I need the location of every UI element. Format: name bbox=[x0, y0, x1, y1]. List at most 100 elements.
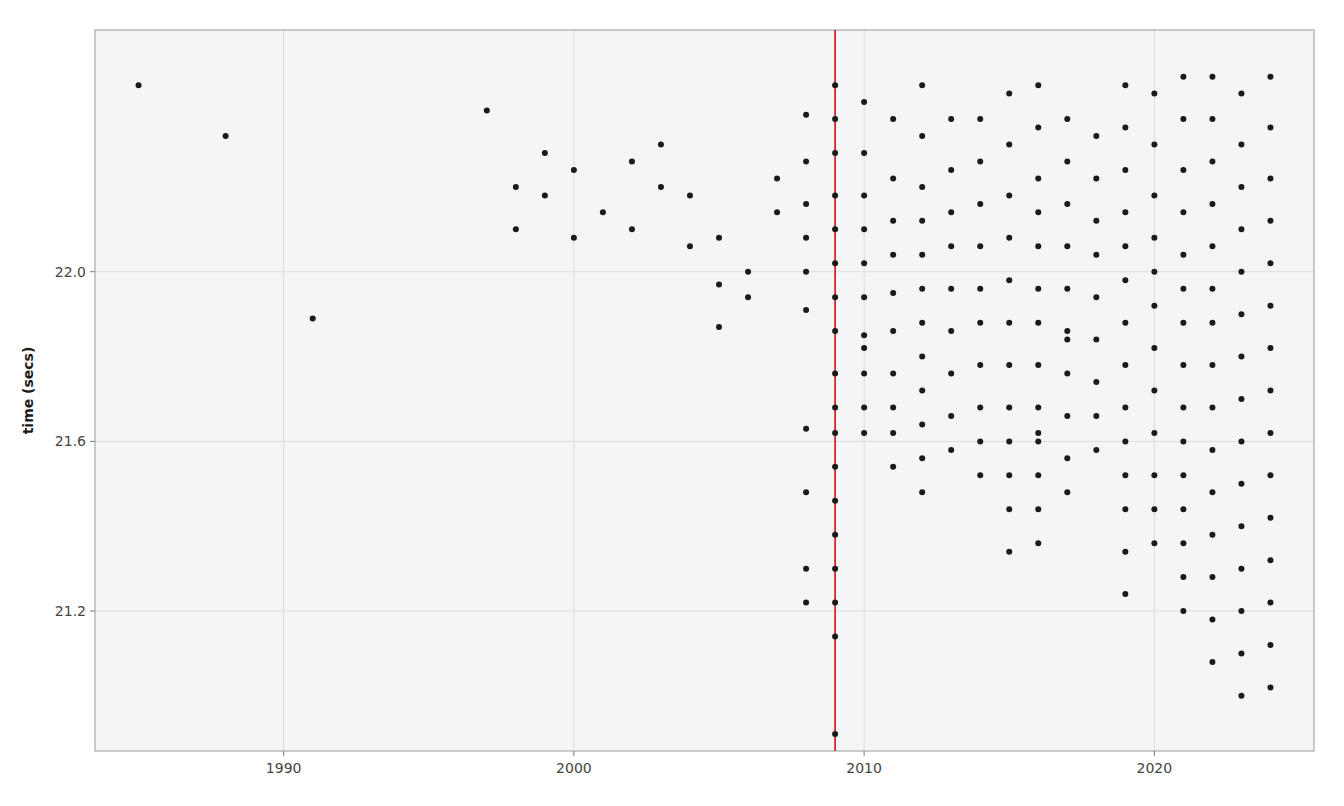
x-tick-label: 1990 bbox=[266, 760, 302, 776]
point bbox=[948, 167, 954, 173]
point bbox=[1122, 82, 1128, 88]
point bbox=[1064, 489, 1070, 495]
point bbox=[716, 235, 722, 241]
axes: 199020002010202021.221.622.0 bbox=[55, 264, 1172, 776]
point bbox=[1064, 201, 1070, 207]
point bbox=[1267, 218, 1273, 224]
point bbox=[513, 184, 519, 190]
point bbox=[832, 192, 838, 198]
point bbox=[542, 192, 548, 198]
point bbox=[803, 235, 809, 241]
point bbox=[1209, 404, 1215, 410]
point bbox=[1064, 243, 1070, 249]
point bbox=[1180, 286, 1186, 292]
plot-area bbox=[95, 30, 1314, 751]
point bbox=[919, 455, 925, 461]
point bbox=[1209, 447, 1215, 453]
point bbox=[1006, 142, 1012, 148]
x-tick-label: 2020 bbox=[1137, 760, 1173, 776]
point bbox=[890, 175, 896, 181]
point bbox=[1035, 506, 1041, 512]
point bbox=[1151, 91, 1157, 97]
point bbox=[1093, 218, 1099, 224]
point bbox=[890, 252, 896, 258]
point bbox=[658, 184, 664, 190]
point bbox=[803, 600, 809, 606]
point bbox=[1122, 277, 1128, 283]
point bbox=[1006, 438, 1012, 444]
point bbox=[861, 260, 867, 266]
point bbox=[1151, 472, 1157, 478]
point bbox=[1151, 235, 1157, 241]
point bbox=[1238, 481, 1244, 487]
point bbox=[919, 489, 925, 495]
point bbox=[861, 345, 867, 351]
point bbox=[861, 294, 867, 300]
point bbox=[1209, 489, 1215, 495]
point bbox=[1035, 82, 1041, 88]
point bbox=[1151, 388, 1157, 394]
x-grid-line bbox=[864, 30, 865, 751]
point bbox=[919, 133, 925, 139]
point bbox=[1122, 591, 1128, 597]
point bbox=[1151, 430, 1157, 436]
point bbox=[1093, 133, 1099, 139]
point bbox=[1180, 540, 1186, 546]
point bbox=[1035, 175, 1041, 181]
point bbox=[1151, 192, 1157, 198]
point bbox=[977, 286, 983, 292]
point bbox=[1180, 167, 1186, 173]
point bbox=[832, 150, 838, 156]
point bbox=[1267, 388, 1273, 394]
y-tick bbox=[90, 611, 95, 612]
point bbox=[1035, 209, 1041, 215]
point bbox=[1180, 506, 1186, 512]
point bbox=[1238, 396, 1244, 402]
point bbox=[1267, 430, 1273, 436]
point bbox=[890, 116, 896, 122]
point bbox=[948, 447, 954, 453]
point bbox=[687, 192, 693, 198]
point bbox=[1035, 472, 1041, 478]
point bbox=[1209, 74, 1215, 80]
point bbox=[1238, 608, 1244, 614]
y-tick bbox=[90, 271, 95, 272]
point bbox=[861, 430, 867, 436]
point bbox=[1238, 650, 1244, 656]
point bbox=[977, 404, 983, 410]
point bbox=[1267, 515, 1273, 521]
point bbox=[1064, 328, 1070, 334]
point bbox=[1006, 277, 1012, 283]
point bbox=[1006, 404, 1012, 410]
point bbox=[1267, 472, 1273, 478]
point bbox=[977, 243, 983, 249]
point bbox=[484, 108, 490, 114]
point bbox=[1267, 642, 1273, 648]
point bbox=[1267, 684, 1273, 690]
point bbox=[1180, 608, 1186, 614]
point bbox=[832, 226, 838, 232]
point bbox=[1180, 438, 1186, 444]
point bbox=[1209, 659, 1215, 665]
point bbox=[1238, 693, 1244, 699]
point bbox=[948, 328, 954, 334]
y-grid-line bbox=[95, 271, 1314, 272]
point bbox=[803, 269, 809, 275]
point bbox=[1122, 438, 1128, 444]
point bbox=[1122, 167, 1128, 173]
x-grid-line bbox=[283, 30, 284, 751]
point bbox=[1267, 74, 1273, 80]
point bbox=[1093, 413, 1099, 419]
point bbox=[1209, 617, 1215, 623]
point bbox=[1064, 158, 1070, 164]
point bbox=[1180, 116, 1186, 122]
point bbox=[890, 371, 896, 377]
y-tick-label: 21.6 bbox=[55, 433, 86, 449]
point bbox=[1180, 252, 1186, 258]
x-tick bbox=[1154, 751, 1155, 756]
point bbox=[832, 600, 838, 606]
point bbox=[919, 218, 925, 224]
point bbox=[1180, 362, 1186, 368]
point bbox=[832, 260, 838, 266]
grid bbox=[95, 30, 1314, 751]
